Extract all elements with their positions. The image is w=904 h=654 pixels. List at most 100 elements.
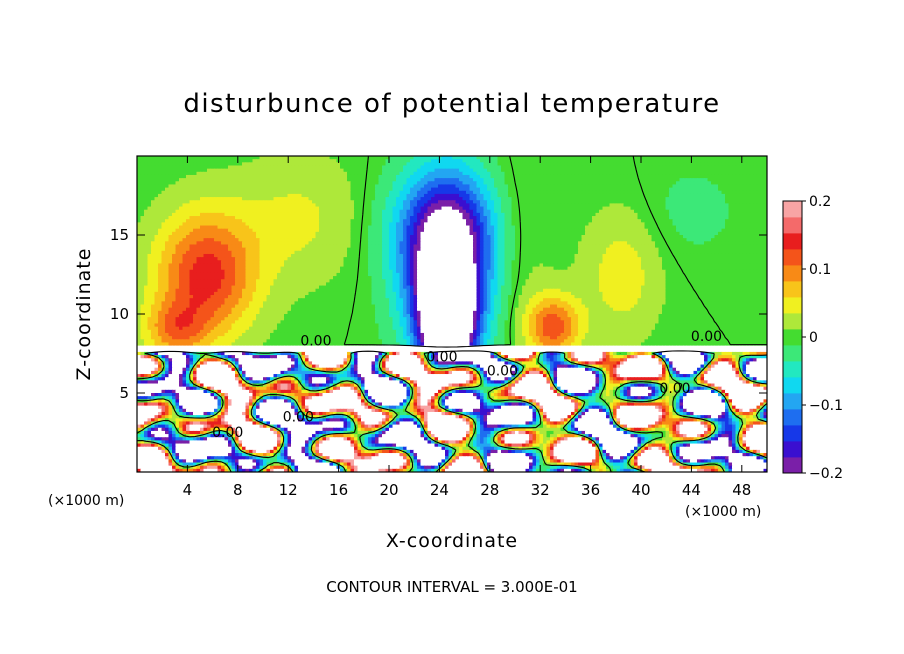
field-cell [161,187,166,192]
field-cell [609,156,614,160]
field-cell [641,174,646,179]
field-cell [200,184,205,189]
field-cell [697,165,702,170]
field-cell [203,178,208,182]
field-cell [693,190,698,195]
field-cell [371,156,376,160]
field-cell [259,162,264,167]
field-cell [144,181,149,186]
field-cell [683,171,688,176]
field-cell [693,181,698,186]
field-cell [648,165,653,170]
field-cell [158,156,163,160]
field-cell [704,159,709,163]
field-cell [602,193,607,198]
field-cell [235,174,240,179]
field-cell [735,156,740,160]
field-cell [707,181,712,186]
field-cell [557,190,562,195]
field-cell [203,156,208,160]
field-cell [207,193,212,198]
field-cell [683,162,688,167]
field-cell [711,190,716,195]
field-cell [350,165,355,170]
field-cell [501,156,506,160]
field-cell [721,168,726,173]
field-cell [399,165,404,170]
field-cell [434,190,439,195]
field-cell [704,178,709,182]
field-cell [326,159,331,163]
field-cell [277,162,282,167]
field-cell [413,178,418,182]
field-cell [683,181,688,186]
field-cell [182,171,187,176]
field-cell [658,190,663,195]
field-cell [480,165,485,170]
field-cell [501,190,506,195]
field-cell [249,178,254,182]
field-cell [343,193,348,198]
field-cell [301,171,306,176]
field-cell [245,184,250,189]
field-cell [501,162,506,167]
field-cell [340,193,345,198]
field-cell [266,162,271,167]
field-cell [483,159,488,163]
field-cell [273,193,278,198]
field-cell [662,184,667,189]
field-cell [361,187,366,192]
field-cell [291,156,296,160]
field-cell [382,193,387,198]
field-cell [749,159,754,163]
field-cell [417,193,422,198]
field-cell [406,174,411,179]
field-cell [438,156,443,160]
field-cell [140,187,145,192]
field-cell [151,187,156,192]
field-cell [392,162,397,167]
field-cell [308,190,313,195]
field-cell [718,181,723,186]
field-cell [263,168,268,173]
field-cell [277,171,282,176]
field-cell [630,193,635,198]
field-cell [525,162,530,167]
field-cell [462,165,467,170]
field-cell [494,187,499,192]
field-cell [389,178,394,182]
field-cell [336,165,341,170]
field-cell [287,187,292,192]
field-cell [644,165,649,170]
field-cell [186,193,191,198]
field-cell [277,159,282,163]
field-cell [714,187,719,192]
field-cell [382,187,387,192]
field-cell [305,193,310,198]
field-cell [760,162,765,167]
field-cell [550,178,555,182]
field-cell [333,181,338,186]
field-cell [574,168,579,173]
field-cell [630,156,635,160]
field-cell [585,190,590,195]
field-cell [732,165,737,170]
field-cell [343,168,348,173]
field-cell [172,171,177,176]
field-cell [518,162,523,167]
field-cell [679,168,684,173]
field-cell [508,184,513,189]
field-cell [641,168,646,173]
field-cell [620,190,625,195]
field-cell [606,193,611,198]
field-cell [739,184,744,189]
field-cell [581,159,586,163]
field-cell [284,190,289,195]
field-cell [333,171,338,176]
field-cell [228,178,233,182]
field-cell [585,174,590,179]
field-cell [224,171,229,176]
field-cell [452,187,457,192]
field-cell [735,181,740,186]
field-cell [315,174,320,179]
